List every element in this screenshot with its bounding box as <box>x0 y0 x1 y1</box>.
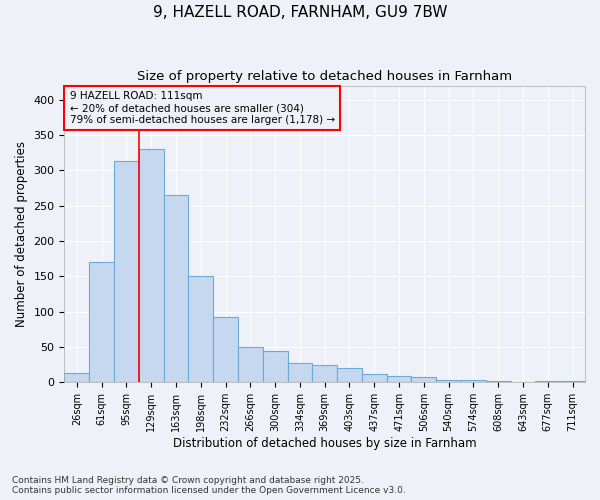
Bar <box>287 364 313 382</box>
Bar <box>436 380 461 382</box>
Text: Contains HM Land Registry data © Crown copyright and database right 2025.
Contai: Contains HM Land Registry data © Crown c… <box>12 476 406 495</box>
Bar <box>362 374 386 382</box>
Bar <box>461 380 486 382</box>
Bar <box>213 318 238 382</box>
Bar <box>139 149 164 382</box>
Bar <box>263 352 287 382</box>
Y-axis label: Number of detached properties: Number of detached properties <box>15 141 28 327</box>
Text: 9, HAZELL ROAD, FARNHAM, GU9 7BW: 9, HAZELL ROAD, FARNHAM, GU9 7BW <box>153 5 447 20</box>
Bar <box>164 195 188 382</box>
Bar <box>560 381 585 382</box>
Bar <box>386 376 412 382</box>
Bar <box>486 381 511 382</box>
Bar <box>188 276 213 382</box>
Bar <box>114 161 139 382</box>
Bar <box>313 364 337 382</box>
X-axis label: Distribution of detached houses by size in Farnham: Distribution of detached houses by size … <box>173 437 476 450</box>
Bar <box>64 373 89 382</box>
Bar <box>337 368 362 382</box>
Bar <box>412 376 436 382</box>
Text: 9 HAZELL ROAD: 111sqm
← 20% of detached houses are smaller (304)
79% of semi-det: 9 HAZELL ROAD: 111sqm ← 20% of detached … <box>70 92 335 124</box>
Bar <box>89 262 114 382</box>
Bar <box>535 381 560 382</box>
Title: Size of property relative to detached houses in Farnham: Size of property relative to detached ho… <box>137 70 512 83</box>
Bar <box>238 347 263 382</box>
